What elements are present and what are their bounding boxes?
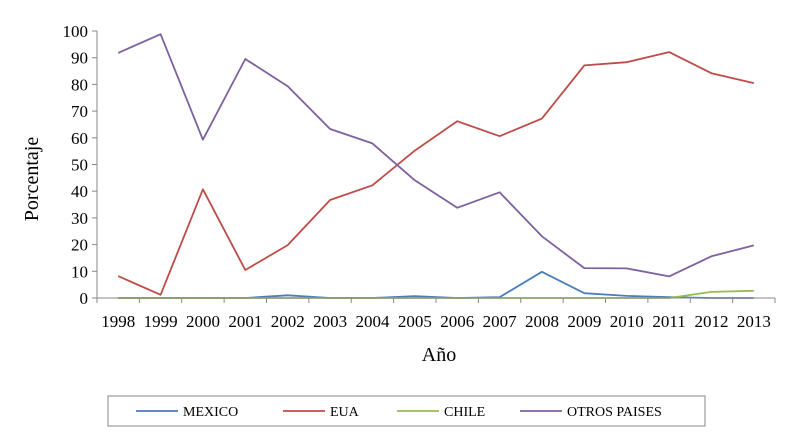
- y-tick-label: 0: [80, 289, 89, 308]
- plot-lines: [117, 33, 755, 299]
- legend: MEXICO EUA CHILE OTROS PAISES: [107, 395, 706, 427]
- x-tick-label: 2005: [398, 312, 432, 331]
- y-tick-label: 30: [71, 209, 88, 228]
- x-tick-label: 2009: [567, 312, 601, 331]
- y-tick-label: 50: [71, 156, 88, 175]
- x-axis-title: Año: [422, 344, 456, 366]
- x-tick-label: 2006: [440, 312, 474, 331]
- y-tick-label: 40: [71, 182, 88, 201]
- x-tick-label: 1999: [144, 312, 178, 331]
- x-ticks: 1998 1999 2000 2001 2002 2003 2004 2005 2006 2007…: [96, 298, 776, 331]
- y-tick-label: 80: [71, 75, 88, 94]
- legend-label: CHILE: [444, 405, 485, 420]
- y-tick-label: 70: [71, 102, 88, 121]
- x-tick-label: 2003: [313, 312, 347, 331]
- x-tick-label: 2001: [228, 312, 262, 331]
- x-tick-label: 2007: [483, 312, 518, 331]
- y-tick-label: 10: [71, 262, 88, 281]
- x-tick-label: 2013: [737, 312, 771, 331]
- y-tick-label: 100: [63, 22, 89, 41]
- legend-label: EUA: [330, 405, 360, 420]
- y-tick-label: 90: [71, 49, 88, 68]
- legend-label: MEXICO: [183, 405, 238, 420]
- x-tick-label: 2000: [186, 312, 220, 331]
- y-tick-label: 20: [71, 236, 88, 255]
- legend-label: OTROS PAISES: [567, 405, 662, 420]
- x-tick-label: 2002: [271, 312, 305, 331]
- y-axis-title: Porcentaje: [21, 137, 43, 222]
- x-tick-label: 1998: [101, 312, 135, 331]
- series-line-otros-paises: [117, 33, 755, 278]
- x-tick-label: 2008: [525, 312, 559, 331]
- axes: [96, 31, 775, 299]
- series-line-mexico: [118, 270, 754, 299]
- x-tick-label: 2004: [355, 312, 390, 331]
- series-line-eua: [117, 51, 755, 296]
- x-tick-label: 2012: [694, 312, 728, 331]
- y-ticks: 0 10 20 30 40 50 60 70 80 90 100: [63, 22, 97, 308]
- x-tick-label: 2011: [652, 312, 685, 331]
- x-tick-label: 2010: [610, 312, 644, 331]
- y-tick-label: 60: [71, 129, 88, 148]
